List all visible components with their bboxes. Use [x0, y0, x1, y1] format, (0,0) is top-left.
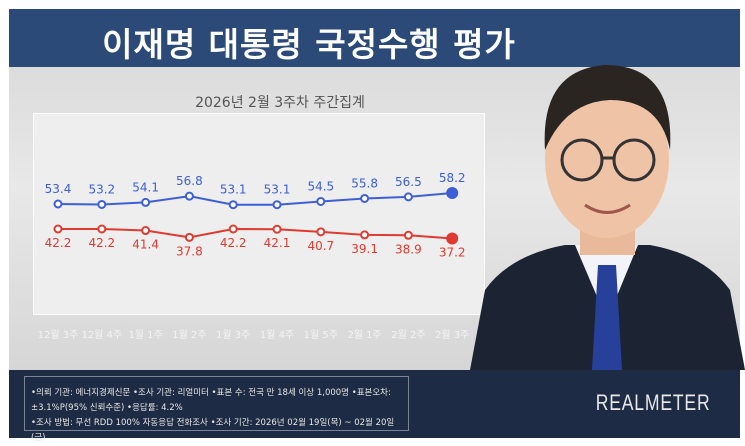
header-band: 이재명 대통령 국정수행 평가	[9, 9, 740, 67]
data-label: 53.2	[88, 182, 115, 196]
data-label: 53.1	[264, 183, 291, 197]
x-tick-label: 1월 4주	[260, 329, 294, 341]
data-point	[53, 199, 63, 209]
x-tick-label: 2월 3주	[435, 329, 469, 341]
data-label: 37.2	[439, 246, 466, 260]
survey-notes: •의뢰 기관: 에너지경제신문 •조사 기관: 리얼미터 •표본 수: 전국 만…	[24, 376, 409, 443]
data-point	[272, 224, 282, 234]
data-point	[316, 196, 326, 206]
data-label: 55.8	[351, 176, 378, 190]
plot-area	[33, 113, 485, 315]
x-tick-label: 12월 3주	[38, 329, 79, 341]
series-line-1	[58, 227, 453, 240]
president-photo	[470, 65, 745, 370]
data-label: 38.9	[395, 242, 422, 256]
data-label: 54.1	[132, 180, 159, 194]
data-point	[360, 193, 370, 203]
chart-subtitle: 2026년 2월 3주차 주간집계	[195, 95, 365, 111]
data-point	[403, 230, 413, 240]
data-label: 58.2	[439, 171, 466, 185]
series-line-0	[57, 191, 453, 206]
x-tick-label: 2월 2주	[391, 329, 425, 341]
x-tick-label: 1월 5주	[304, 329, 338, 341]
survey-notes-line2: •조사 방법: 무선 RDD 100% 자동응답 전화조사 •조사 기간: 20…	[31, 418, 395, 443]
data-point	[446, 186, 459, 199]
data-label: 53.4	[45, 182, 72, 196]
data-label: 56.5	[395, 175, 422, 189]
data-point	[360, 230, 370, 240]
data-label: 39.1	[351, 242, 378, 256]
data-label: 41.4	[132, 238, 159, 252]
data-label: 42.2	[45, 236, 72, 250]
data-point	[141, 226, 151, 236]
data-point	[184, 232, 194, 242]
data-point	[184, 191, 194, 201]
data-point	[228, 224, 238, 234]
data-point	[97, 224, 107, 234]
data-point	[272, 200, 282, 210]
data-point	[53, 224, 63, 234]
data-label: 37.8	[176, 244, 203, 258]
x-tick-label: 1월 3주	[216, 329, 250, 341]
data-point	[446, 232, 459, 245]
data-point	[403, 192, 413, 202]
x-tick-label: 1월 1주	[128, 329, 162, 341]
data-label: 54.5	[307, 179, 334, 193]
data-point	[97, 199, 107, 209]
data-label: 40.7	[307, 239, 334, 253]
footer: •의뢰 기관: 에너지경제신문 •조사 기관: 리얼미터 •표본 수: 전국 만…	[9, 370, 740, 443]
data-point	[141, 197, 151, 207]
data-label: 42.2	[220, 236, 247, 250]
realmeter-logo: REALMETER	[595, 390, 710, 415]
data-point	[228, 200, 238, 210]
data-point	[316, 227, 326, 237]
page-title: 이재명 대통령 국정수행 평가	[102, 25, 516, 64]
x-tick-label: 1월 2주	[172, 329, 206, 341]
data-label: 53.1	[220, 183, 247, 197]
x-tick-label: 2월 1주	[347, 329, 381, 341]
data-label: 42.1	[264, 236, 291, 250]
data-label: 42.2	[88, 236, 115, 250]
x-tick-label: 12월 4주	[81, 329, 122, 341]
survey-notes-line1: •의뢰 기관: 에너지경제신문 •조사 기관: 리얼미터 •표본 수: 전국 만…	[31, 388, 391, 413]
data-label: 56.8	[176, 174, 203, 188]
